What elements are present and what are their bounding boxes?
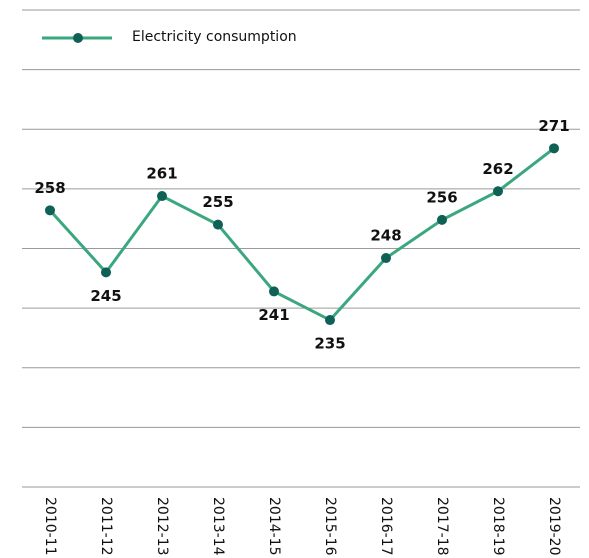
data-point (493, 186, 503, 197)
data-point (437, 214, 447, 225)
data-point (549, 143, 559, 154)
data-label: 248 (370, 227, 401, 245)
data-label: 271 (538, 117, 569, 135)
x-tick-label: 2018-19 (490, 497, 506, 556)
x-tick-label: 2014-15 (266, 497, 282, 556)
legend: Electricity consumption (42, 29, 297, 45)
series-line (48, 147, 555, 322)
data-point (269, 286, 279, 297)
data-label: 241 (258, 306, 289, 324)
data-label: 255 (202, 193, 233, 211)
x-tick-label: 2015-16 (322, 497, 338, 556)
x-tick-label: 2016-17 (378, 497, 394, 556)
data-point (325, 315, 335, 326)
data-point (45, 205, 55, 216)
legend-marker (73, 33, 83, 43)
x-tick-label: 2012-13 (154, 497, 170, 556)
data-point (213, 219, 223, 230)
legend-label: Electricity consumption (132, 29, 297, 45)
data-label: 258 (34, 179, 65, 197)
x-tick-label: 2019-20 (546, 497, 562, 556)
data-point (157, 191, 167, 202)
data-point (101, 267, 111, 278)
data-label: 256 (426, 188, 457, 206)
data-label: 245 (90, 287, 121, 305)
data-point (381, 253, 391, 264)
x-tick-label: 2013-14 (210, 497, 226, 556)
x-tick-label: 2010-11 (42, 497, 58, 556)
x-tick-label: 2011-12 (98, 497, 114, 556)
data-label: 235 (314, 335, 345, 353)
x-tick-label: 2017-18 (434, 497, 450, 556)
data-label: 261 (146, 165, 177, 183)
data-label: 262 (482, 160, 513, 178)
